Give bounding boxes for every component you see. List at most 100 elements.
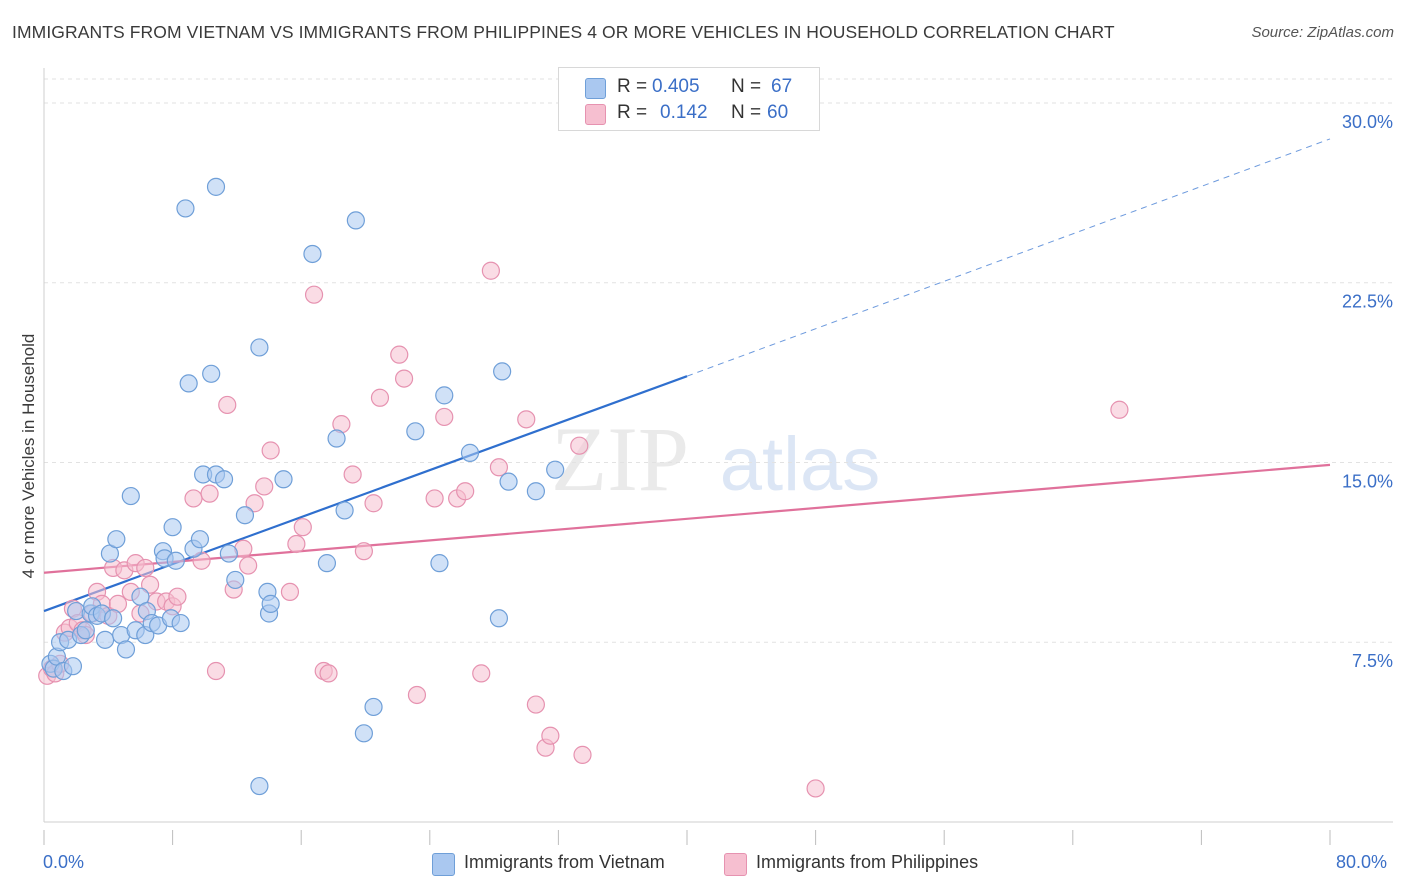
legend-r-label: R = [617, 76, 648, 97]
vietnam-point [176, 199, 195, 218]
legend-swatch-vietnam [585, 78, 606, 99]
philippines-point [456, 482, 475, 501]
correlation-legend: R = 0.405 N = 67 R = 0.142 N = 60 [558, 67, 820, 131]
vietnam-point [435, 386, 454, 405]
y-tick-label: 15.0% [1342, 471, 1393, 491]
philippines-point [407, 685, 427, 705]
philippines-point [319, 664, 338, 683]
vietnam-point [460, 443, 480, 462]
trend-line-vietnam-extension [686, 138, 1331, 377]
vietnam-point [121, 486, 140, 506]
philippines-point [354, 542, 373, 561]
vietnam-point [354, 724, 373, 743]
philippines-point [136, 558, 155, 578]
vietnam-point [250, 776, 269, 796]
source-label: Source: ZipAtlas.com [1251, 24, 1394, 41]
philippines-point [206, 661, 226, 681]
vietnam-point [166, 551, 185, 570]
philippines-point [343, 465, 362, 484]
philippines-point [489, 458, 509, 477]
bottom-legend-swatch-philippines [724, 853, 747, 876]
trend-lines [43, 138, 1331, 613]
philippines-point [394, 369, 414, 388]
philippines-point [218, 395, 237, 415]
axes [43, 68, 1393, 845]
philippines-point [390, 345, 409, 364]
philippines-point [168, 587, 187, 606]
philippines-point [304, 285, 324, 304]
philippines-point [255, 477, 274, 496]
legend-swatch-philippines [585, 104, 606, 125]
bottom-legend-swatch-vietnam [432, 853, 455, 876]
y-tick-label: 30.0% [1342, 112, 1393, 132]
philippines-point [364, 494, 383, 513]
philippines-point [245, 494, 264, 513]
philippines-point [517, 410, 536, 429]
philippines-point [526, 695, 545, 714]
y-tick-labels: 7.5% 15.0% 22.5% 30.0% [1342, 112, 1393, 671]
watermark: ZIP atlas [551, 408, 880, 510]
philippines-point [370, 388, 390, 407]
vietnam-point [163, 518, 182, 537]
y-tick-label: 22.5% [1342, 292, 1393, 312]
vietnam-point [226, 570, 245, 590]
legend-r-label: R = [617, 102, 648, 123]
philippines-point [293, 518, 312, 537]
philippines-point [1110, 400, 1129, 419]
vietnam-point [63, 657, 83, 676]
philippines-point [261, 441, 280, 460]
vietnam-point [274, 470, 293, 489]
legend-n-value-vietnam: 67 [771, 76, 793, 97]
vietnam-point [303, 244, 322, 264]
vietnam-point [430, 554, 449, 573]
vietnam-point [235, 506, 255, 525]
philippines-point [481, 261, 500, 280]
vietnam-point [179, 374, 198, 393]
vietnam-point [489, 609, 509, 628]
philippines-point [140, 575, 160, 594]
x-tick-label-min: 0.0% [43, 852, 85, 872]
vietnam-point [171, 613, 190, 633]
vietnam-point [202, 364, 221, 383]
vietnam-point [219, 544, 238, 563]
vietnam-point [116, 640, 136, 659]
philippines-point [280, 582, 300, 602]
philippines-point [425, 489, 444, 508]
data-points [38, 177, 1129, 798]
watermark-atlas: atlas [720, 422, 881, 507]
vietnam-point [104, 609, 123, 628]
vietnam-point [190, 530, 210, 549]
y-tick-label: 7.5% [1352, 651, 1393, 671]
philippines-point [570, 436, 589, 455]
philippines-point [435, 407, 454, 427]
watermark-zip: ZIP [551, 408, 689, 510]
vietnam-point [499, 472, 518, 491]
vietnam-point [214, 470, 234, 489]
philippines-point [184, 489, 203, 508]
philippines-point [287, 534, 306, 554]
philippines-point [806, 779, 825, 798]
philippines-point [573, 745, 592, 764]
bottom-legend-label-vietnam: Immigrants from Vietnam [464, 852, 665, 872]
vietnam-point [406, 422, 425, 441]
vietnam-point [250, 338, 269, 357]
philippines-point [541, 726, 560, 745]
vietnam-point [346, 211, 365, 230]
bottom-legend-label-philippines: Immigrants from Philippines [756, 852, 979, 872]
x-tick-label-max: 80.0% [1336, 852, 1388, 872]
vietnam-point [76, 621, 95, 640]
vietnam-point [317, 554, 337, 573]
vietnam-point [206, 177, 226, 196]
vietnam-point [526, 482, 545, 501]
vietnam-point [327, 429, 346, 448]
legend-r-value-philippines: 0.142 [660, 102, 708, 123]
vietnam-point [261, 594, 280, 613]
vietnam-point [107, 530, 126, 549]
vietnam-point [335, 501, 354, 520]
legend-n-value-philippines: 60 [767, 102, 789, 123]
philippines-point [239, 556, 258, 575]
vietnam-point [95, 630, 115, 649]
philippines-point [200, 484, 219, 503]
chart-title: IMMIGRANTS FROM VIETNAM VS IMMIGRANTS FR… [12, 22, 1115, 42]
vietnam-point [364, 697, 383, 717]
